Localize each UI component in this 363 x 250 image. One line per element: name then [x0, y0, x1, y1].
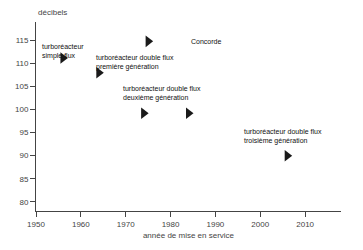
- svg-text:85: 85: [19, 175, 28, 184]
- svg-text:100: 100: [15, 105, 29, 114]
- svg-text:2010: 2010: [296, 220, 314, 229]
- svg-text:turboréacteur double fluxpremi: turboréacteur double fluxpremière généra…: [96, 54, 174, 71]
- svg-text:80: 80: [19, 198, 28, 207]
- svg-text:1990: 1990: [207, 220, 225, 229]
- svg-text:115: 115: [16, 36, 29, 45]
- svg-text:1980: 1980: [162, 220, 180, 229]
- svg-text:1960: 1960: [72, 220, 90, 229]
- svg-text:Concorde: Concorde: [191, 38, 221, 45]
- svg-text:1970: 1970: [117, 220, 135, 229]
- svg-text:110: 110: [16, 59, 29, 68]
- svg-text:année de mise en service: année de mise en service: [143, 231, 235, 240]
- svg-text:1950: 1950: [27, 220, 45, 229]
- svg-text:turboréacteur double fluxtrois: turboréacteur double fluxtroisième génér…: [244, 128, 322, 145]
- svg-text:décibels: décibels: [38, 8, 67, 17]
- svg-text:90: 90: [19, 151, 28, 160]
- svg-text:95: 95: [19, 128, 28, 137]
- svg-text:2000: 2000: [251, 220, 269, 229]
- svg-text:turboréacteur double fluxdeuxi: turboréacteur double fluxdeuxième généra…: [123, 85, 201, 102]
- svg-text:turboréacteursimple flux: turboréacteursimple flux: [42, 43, 84, 60]
- svg-text:105: 105: [15, 82, 29, 91]
